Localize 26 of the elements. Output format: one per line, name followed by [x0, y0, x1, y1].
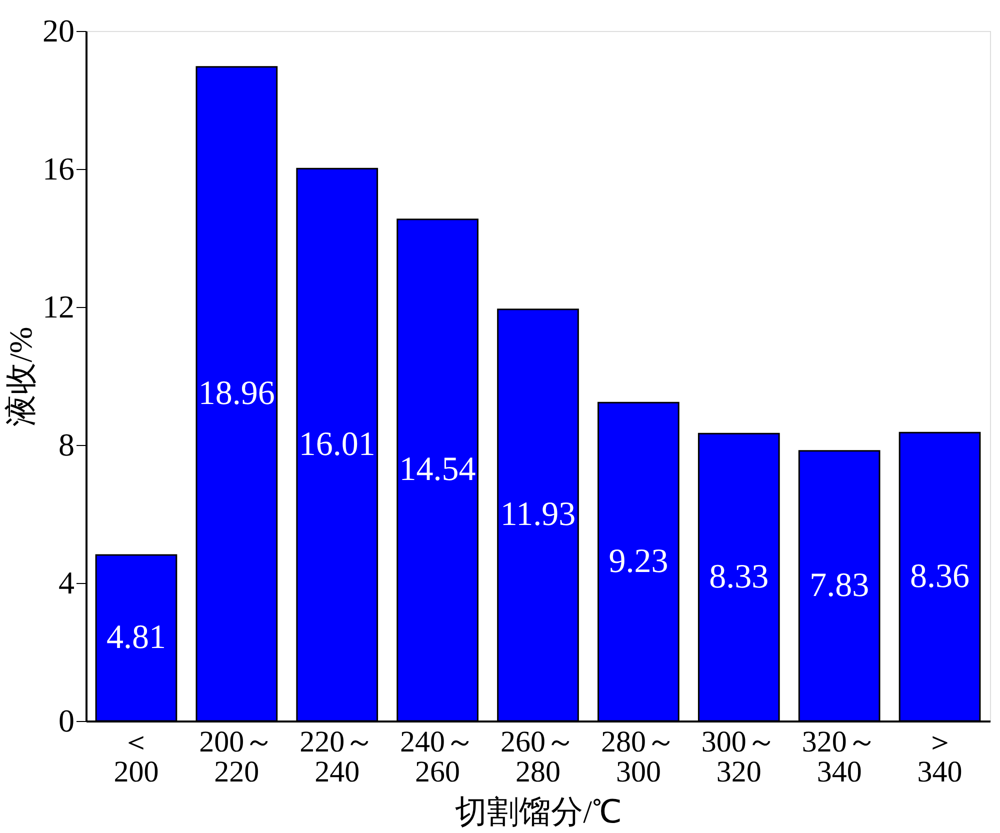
data-label: 18.96 — [198, 374, 275, 412]
data-label: 8.33 — [709, 558, 769, 596]
data-label: 4.81 — [106, 619, 166, 656]
y-tick-label: 20 — [42, 12, 74, 48]
x-tick-label: ＞ 340 — [917, 726, 962, 788]
y-tick-label: 12 — [42, 288, 74, 324]
x-tick-label: 240～ 260 — [400, 726, 476, 788]
y-axis-title: 液收/% — [2, 326, 38, 426]
x-tick-label: 300～ 320 — [701, 726, 776, 788]
x-axis-title: 切割馏分/℃ — [455, 794, 622, 830]
y-tick-label: 4 — [58, 564, 74, 600]
x-tick-label: ＜ 200 — [114, 726, 159, 788]
data-label: 7.83 — [810, 566, 870, 604]
y-tick-label: 16 — [42, 150, 74, 186]
x-tick-label: 200～ 220 — [199, 726, 274, 788]
data-label: 14.54 — [399, 451, 476, 488]
data-label: 11.93 — [500, 496, 576, 534]
y-tick-label: 0 — [58, 702, 74, 738]
y-tick-label: 8 — [58, 426, 74, 462]
data-label: 16.01 — [298, 426, 376, 463]
x-tick-label: 280～ 300 — [600, 726, 676, 788]
data-label: 9.23 — [608, 542, 668, 580]
data-label: 8.36 — [910, 558, 970, 595]
x-tick-label: 260～ 280 — [500, 726, 576, 788]
x-tick-label: 220～ 240 — [300, 726, 375, 788]
x-tick-label: 320～ 340 — [802, 726, 877, 788]
